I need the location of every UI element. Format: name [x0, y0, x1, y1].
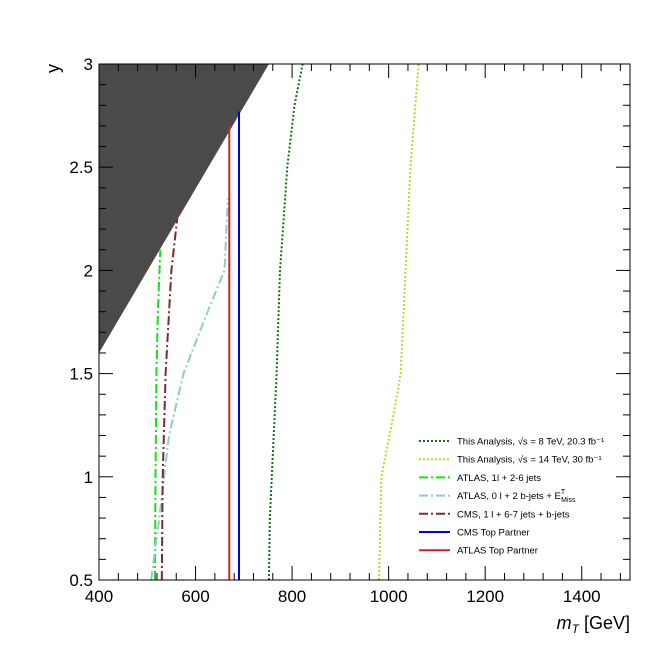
legend-label-1: This Analysis, √s = 14 TeV, 30 fb⁻¹ — [457, 455, 602, 466]
legend-label-0: This Analysis, √s = 8 TeV, 20.3 fb⁻¹ — [457, 437, 604, 448]
legend-label-2: ATLAS, 1l + 2-6 jets — [457, 473, 541, 484]
y-tick-label: 1.5 — [69, 365, 93, 384]
x-tick-label: 1000 — [370, 587, 408, 606]
x-tick-label: 1400 — [563, 587, 601, 606]
plot-frame — [98, 63, 631, 581]
plot-area — [99, 63, 420, 581]
y-tick-label: 3 — [84, 55, 93, 74]
excluded-region — [99, 64, 269, 353]
x-axis-title: mT [GeV] — [557, 613, 630, 636]
y-tick-label: 0.5 — [69, 571, 93, 590]
legend: This Analysis, √s = 8 TeV, 20.3 fb⁻¹ This… — [419, 437, 604, 557]
series-line-4 — [160, 218, 179, 581]
legend-label-6: ATLAS Top Partner — [457, 546, 538, 557]
legend-label-5: CMS Top Partner — [457, 528, 530, 539]
series-line-3 — [150, 198, 229, 581]
x-tick-label: 400 — [85, 587, 113, 606]
y-tick-label: 2.5 — [69, 158, 93, 177]
x-tick-label: 1200 — [466, 587, 504, 606]
x-tick-label: 800 — [278, 587, 306, 606]
axes: 400 600 800 1000 1200 1400 0.5 1 1.5 2 2.5 3 mT [GeV… — [43, 55, 631, 636]
y-tick-label: 2 — [84, 261, 93, 280]
series-line-1 — [378, 63, 420, 581]
series-line-0 — [267, 63, 304, 581]
y-tick-label: 1 — [84, 468, 93, 487]
series-line-2 — [154, 249, 162, 581]
legend-label-3: ATLAS, 0 l + 2 b-jets + ET Miss — [457, 489, 576, 504]
x-tick-label: 600 — [181, 587, 209, 606]
legend-label-4: CMS, 1 l + 6-7 jets + b-jets — [457, 509, 570, 520]
y-axis-title: y — [43, 64, 63, 73]
